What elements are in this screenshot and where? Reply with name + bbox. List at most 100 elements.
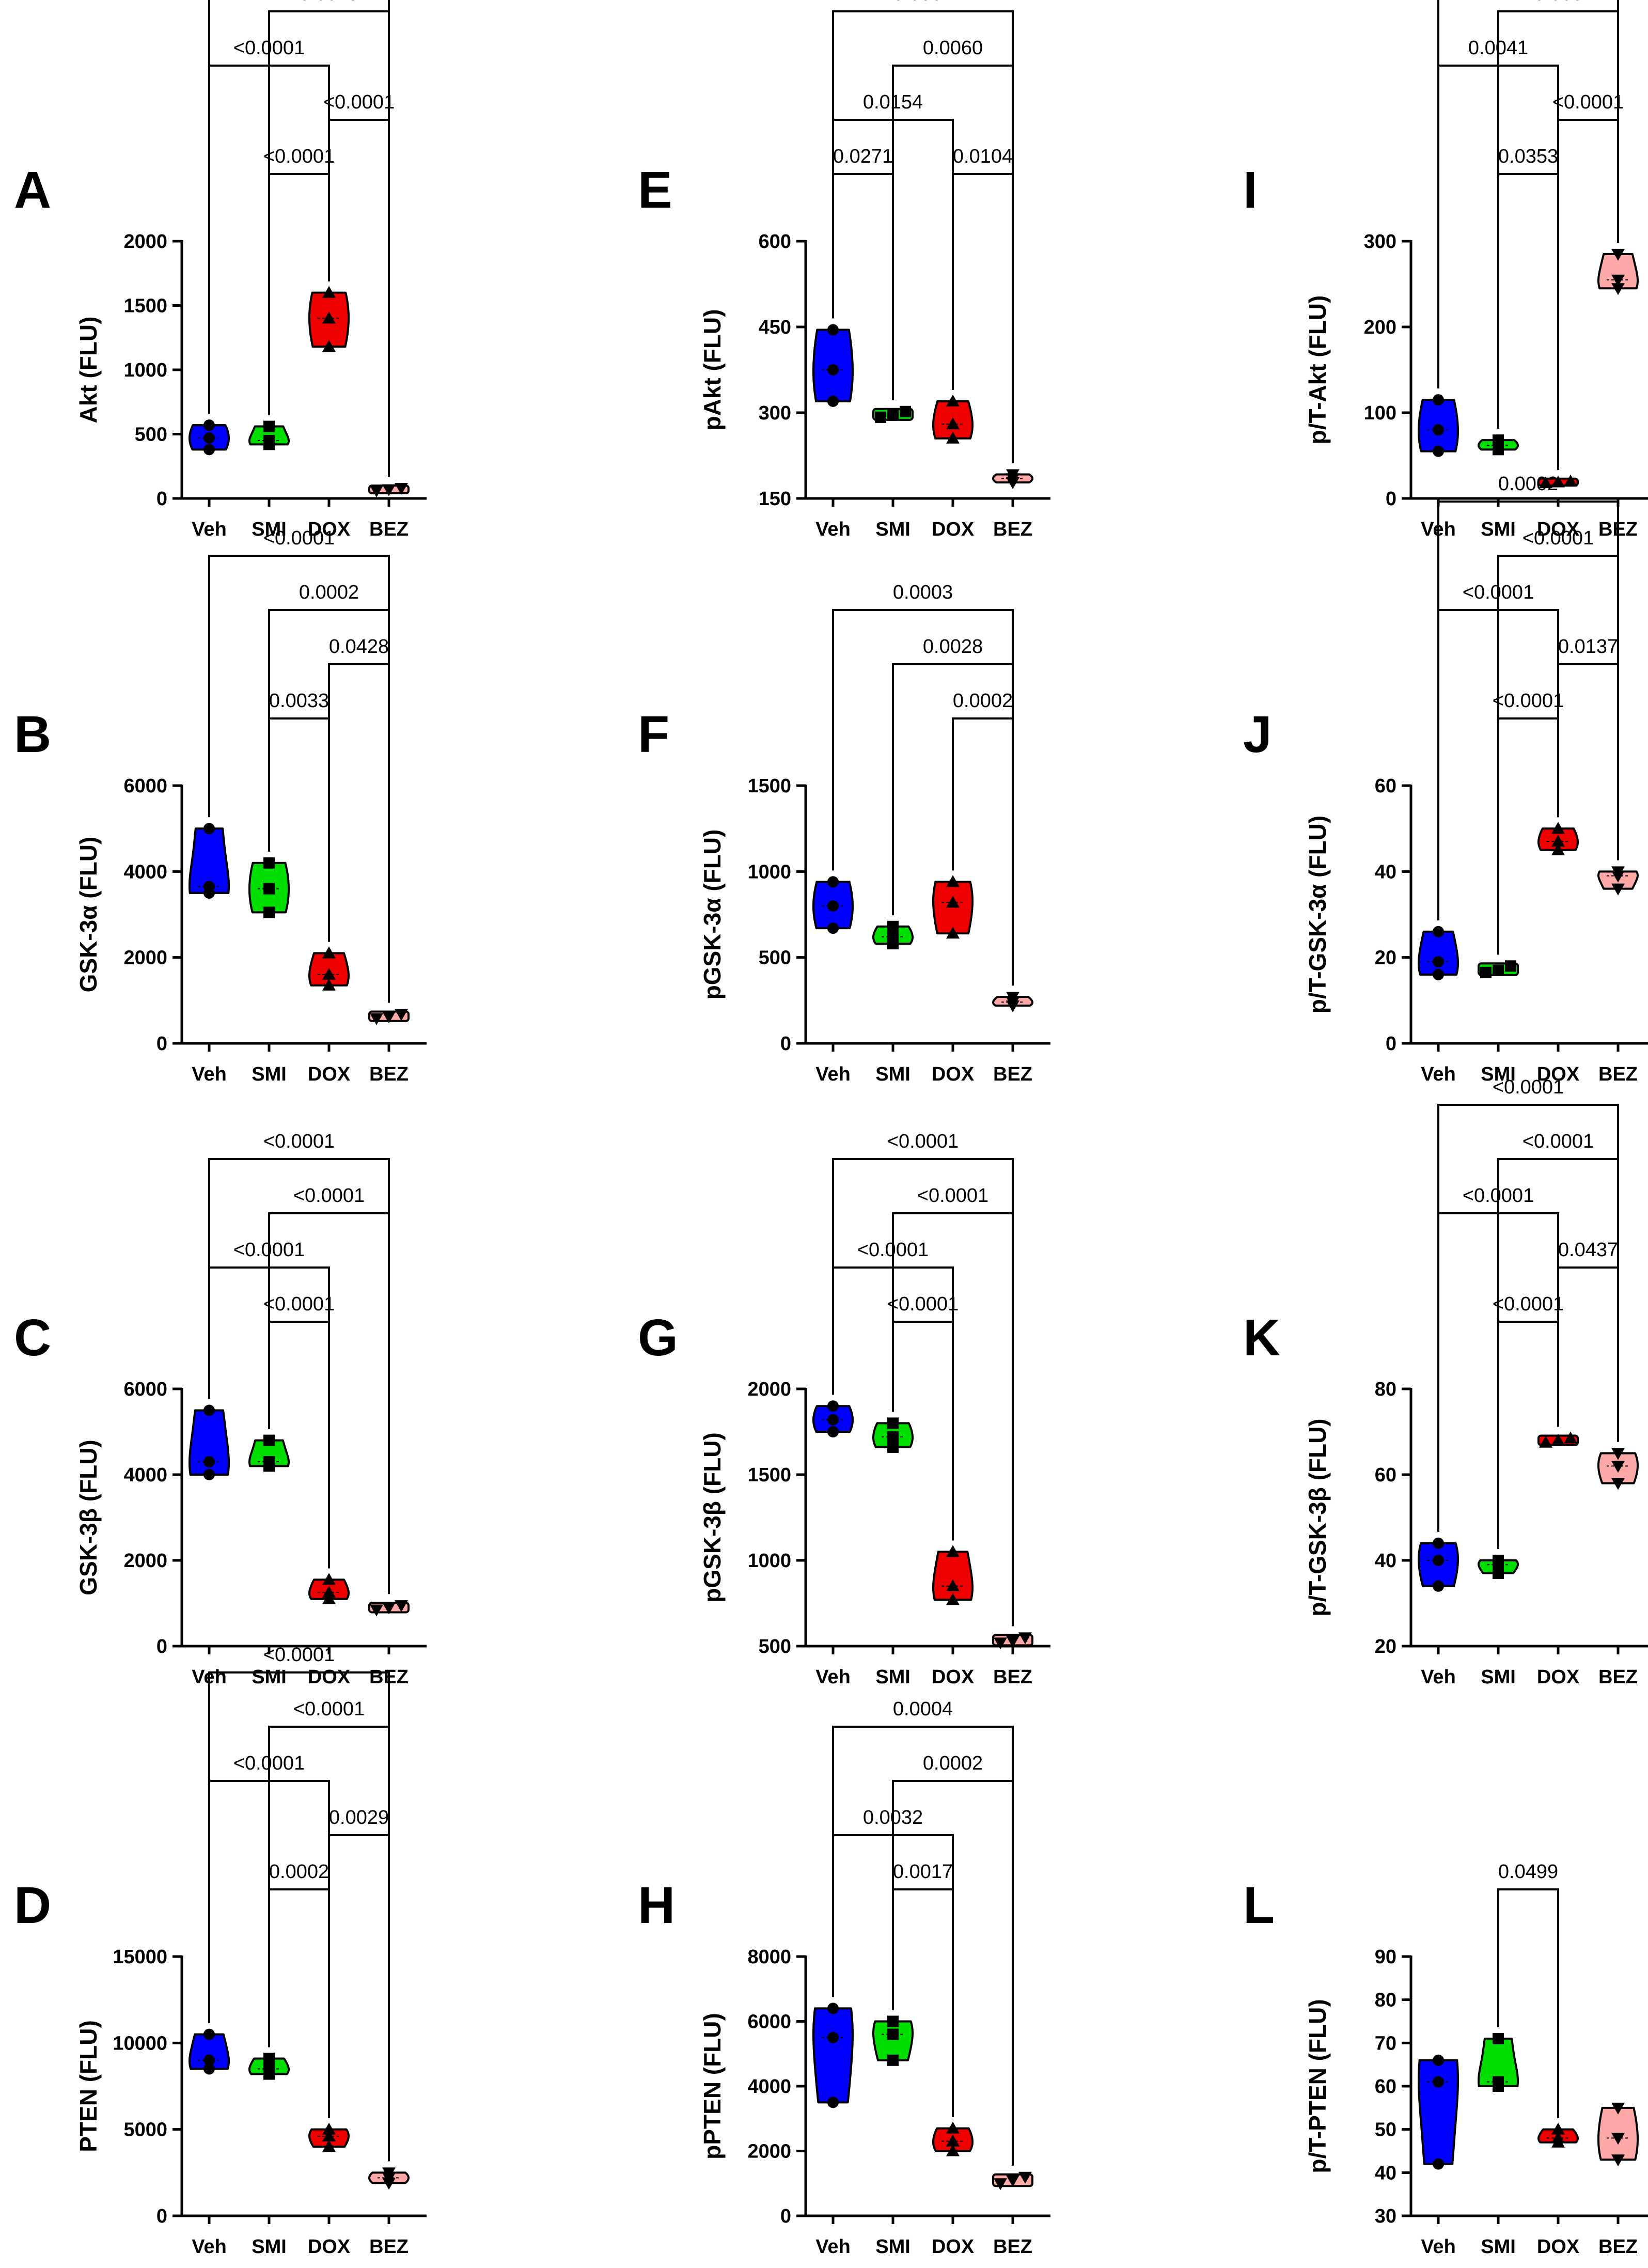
bracket-line: [832, 1726, 1014, 2166]
x-tick-label-dox: DOX: [932, 2236, 975, 2258]
violin-smi: [1478, 960, 1519, 978]
x-tick-label-smi: SMI: [1481, 519, 1516, 540]
bracket: 0.0002: [832, 0, 1014, 463]
data-point: [203, 2063, 215, 2075]
data-point: [263, 906, 275, 918]
data-point: [203, 444, 215, 456]
y-tick-label: 40: [1375, 2162, 1396, 2184]
data-point: [395, 1600, 408, 1613]
p-value-label: 0.0060: [923, 37, 983, 59]
p-value-label: 0.0104: [953, 146, 1013, 167]
y-axis-label: pAkt (FLU): [699, 309, 726, 430]
data-point: [1564, 474, 1577, 487]
panel-letter-C: C: [14, 1309, 51, 1367]
data-point: [1611, 248, 1625, 261]
x-tick-label-dox: DOX: [308, 1063, 351, 1085]
y-tick-label: 8000: [747, 1946, 791, 1968]
y-tick-label: 500: [759, 947, 791, 969]
y-tick-label: 30: [1375, 2206, 1396, 2227]
x-tick-label-veh: Veh: [192, 519, 227, 540]
y-tick-label: 60: [1375, 775, 1396, 797]
p-value-label: <0.0001: [263, 146, 335, 167]
bracket-line: [268, 1888, 330, 2118]
bracket-line: [832, 609, 1014, 986]
data-point: [1551, 475, 1565, 488]
x-tick-label-bez: BEZ: [1598, 1666, 1638, 1688]
y-tick-label: 0: [1386, 1033, 1396, 1055]
data-point: [382, 1602, 396, 1615]
data-point: [382, 2167, 396, 2180]
violin-body: [1478, 2037, 1519, 2087]
data-point: [370, 1604, 383, 1617]
data-point: [827, 2031, 839, 2043]
bracket-line: [1437, 1104, 1619, 1532]
violin-body: [872, 2020, 914, 2061]
data-point: [322, 978, 336, 991]
p-value-label: <0.0001: [1493, 690, 1564, 712]
panel-letter-H: H: [638, 1876, 675, 1934]
y-tick-label: 90: [1375, 1946, 1396, 1968]
bracket: <0.0001: [1493, 690, 1564, 955]
x-tick-label-smi: SMI: [875, 519, 911, 540]
p-value-label: <0.0001: [1493, 1293, 1564, 1315]
data-point: [1018, 2171, 1032, 2184]
data-point: [1611, 1448, 1625, 1460]
violin-bez: [992, 2171, 1033, 2191]
bracket: 0.0004: [832, 1698, 1014, 2166]
y-axis-label: pGSK-3β (FLU): [699, 1432, 726, 1603]
violin-bez: [1597, 2102, 1639, 2167]
data-point: [875, 411, 886, 423]
data-point: [946, 1579, 960, 1591]
x-tick-label-bez: BEZ: [993, 1063, 1032, 1085]
y-tick-label: 2000: [123, 231, 167, 253]
y-tick-label: 2000: [123, 1550, 167, 1572]
data-point: [203, 1404, 215, 1416]
bracket-line: [892, 1888, 954, 2117]
y-tick-label: 150: [759, 488, 791, 510]
violin-bez: [1597, 248, 1639, 295]
data-point: [322, 1586, 336, 1598]
violin-body: [932, 1551, 974, 1601]
bracket: <0.0001: [208, 1644, 390, 2162]
x-tick-label-veh: Veh: [815, 2236, 851, 2258]
y-tick-label: 20: [1375, 1636, 1396, 1657]
x-tick-label-dox: DOX: [308, 519, 351, 540]
panel-K: K 20 40 60 80 p/T-GSK-3β (FLU) Veh SMI DOX BEZ <0.…: [1243, 1076, 1648, 1688]
x-tick-label-smi: SMI: [875, 1666, 911, 1688]
y-tick-label: 2000: [123, 947, 167, 969]
bracket-line: [1497, 173, 1559, 470]
y-tick-label: 10000: [113, 2032, 167, 2054]
data-point: [887, 1417, 899, 1429]
x-tick-label-veh: Veh: [815, 1666, 851, 1688]
violin-veh: [812, 1400, 854, 1437]
p-value-label: 0.0437: [1558, 1239, 1618, 1261]
violin-veh: [1418, 926, 1459, 980]
y-tick-label: 300: [1364, 231, 1396, 253]
p-value-label: <0.0001: [293, 1698, 365, 1720]
p-value-label: 0.0499: [1498, 1861, 1558, 1883]
data-point: [1551, 1433, 1565, 1446]
data-point: [203, 1456, 215, 1468]
data-point: [203, 1469, 215, 1480]
y-tick-label: 0: [156, 488, 167, 510]
p-value-label: 0.0002: [923, 1753, 983, 1774]
p-value-label: <0.0001: [293, 1185, 365, 1207]
p-value-label: <0.0001: [1552, 91, 1624, 113]
y-tick-label: 100: [1364, 402, 1396, 424]
data-point: [827, 2003, 839, 2014]
violin-veh: [189, 823, 230, 899]
data-point: [1505, 960, 1516, 972]
x-tick-label-veh: Veh: [1421, 1063, 1456, 1085]
x-tick-label-smi: SMI: [252, 1666, 287, 1688]
x-tick-label-smi: SMI: [1481, 1666, 1516, 1688]
y-tick-label: 0: [780, 2206, 791, 2227]
violin-smi: [248, 1434, 290, 1472]
y-tick-label: 60: [1375, 2076, 1396, 2098]
violin-smi: [248, 2053, 290, 2080]
x-tick-label-veh: Veh: [815, 519, 851, 540]
violin-body: [1418, 2059, 1459, 2165]
p-value-label: <0.0001: [323, 91, 395, 113]
data-point: [370, 486, 383, 498]
panel-H: H 0 2000 4000 6000 8000 pPTEN (FLU) Veh SMI DOX BE…: [638, 1698, 1050, 2258]
